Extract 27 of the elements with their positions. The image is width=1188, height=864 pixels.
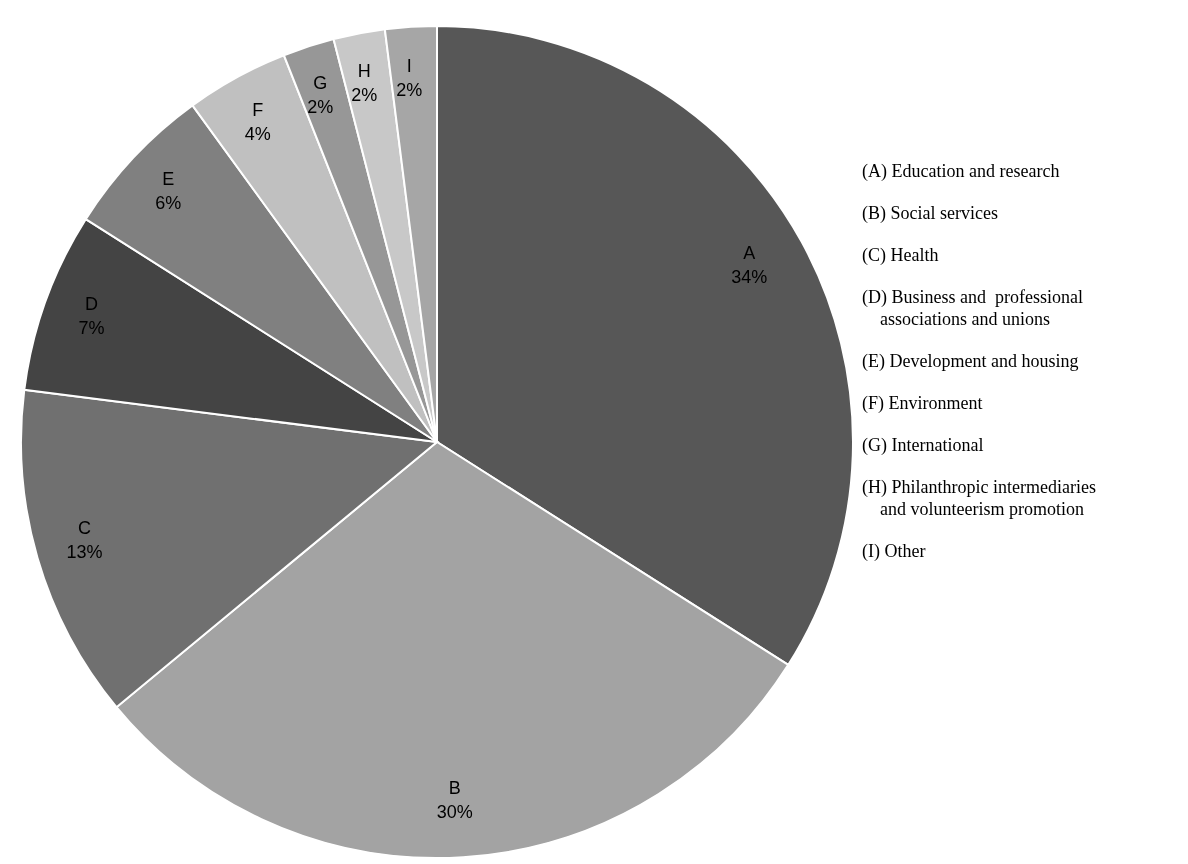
text: (H) Philanthropic intermediaries and volunteerism promotion <box>862 477 1096 519</box>
slice-label: F <box>252 99 264 120</box>
slice-label: D <box>84 294 98 315</box>
slice-label: G <box>313 72 328 93</box>
data-label: 2% <box>396 79 423 100</box>
text: (E) Development and housing <box>862 351 1079 372</box>
slice-label: H <box>357 61 371 82</box>
text: (D) Business and professional associations and unions <box>862 287 1083 329</box>
slice-label: E <box>162 169 175 190</box>
slice-label: A <box>743 242 756 263</box>
text: (G) International <box>862 435 984 456</box>
text: (C) Health <box>862 245 939 266</box>
text: (I) Other <box>862 541 926 562</box>
data-label: 30% <box>436 802 473 823</box>
text: (A) Education and research <box>862 161 1060 182</box>
data-label: 6% <box>155 193 182 214</box>
data-label: 2% <box>307 96 334 117</box>
data-label: 13% <box>66 541 103 562</box>
slice-label: C <box>77 517 91 538</box>
data-label: 7% <box>78 318 105 339</box>
slice-label: B <box>448 778 461 799</box>
data-label: 34% <box>731 266 768 287</box>
data-label: 4% <box>244 123 271 144</box>
text: (B) Social services <box>862 203 998 224</box>
data-label: 2% <box>351 85 378 106</box>
text: (F) Environment <box>862 393 983 414</box>
slice-label: I <box>406 55 412 76</box>
